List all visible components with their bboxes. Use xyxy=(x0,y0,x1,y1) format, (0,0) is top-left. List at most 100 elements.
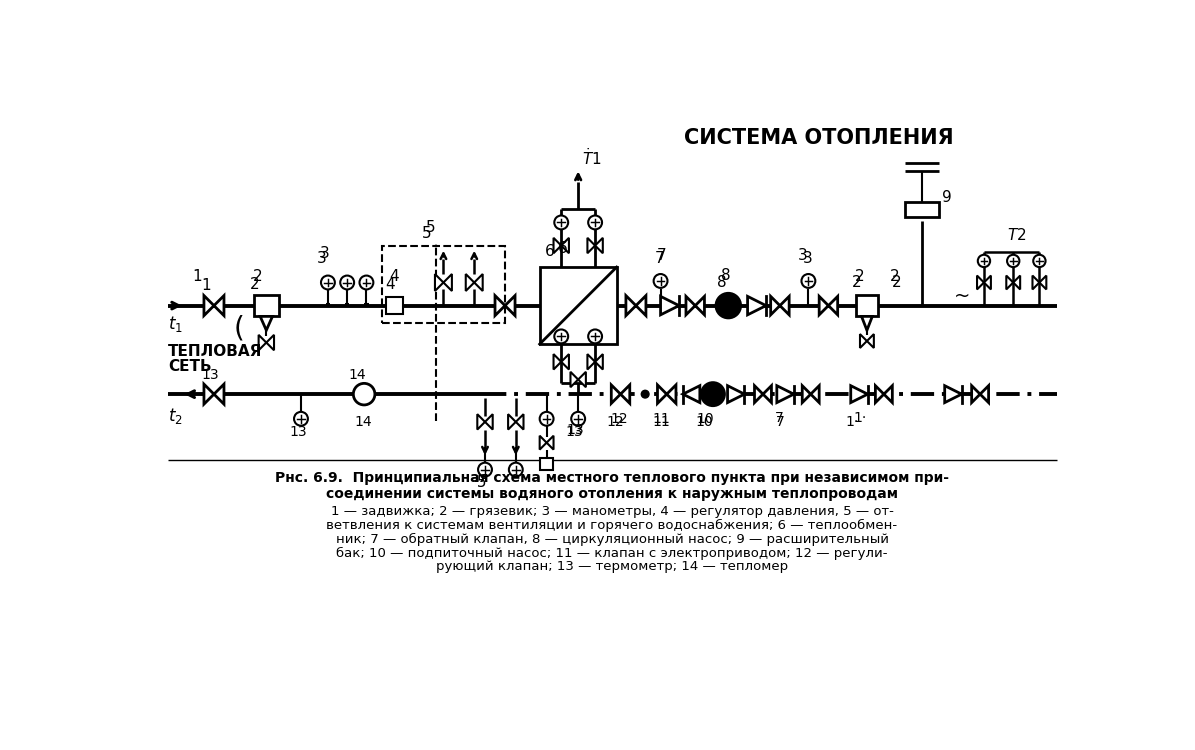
Polygon shape xyxy=(820,296,828,315)
Circle shape xyxy=(642,390,649,398)
Text: 5: 5 xyxy=(425,220,435,235)
Text: Рнс. 6.9.  Принципиальная схема местного теплового пункта при независимом при-: Рнс. 6.9. Принципиальная схема местного … xyxy=(275,471,949,485)
Text: рующий клапан; 13 — термометр; 14 — тепломер: рующий клапан; 13 — термометр; 14 — тепл… xyxy=(436,560,789,574)
Polygon shape xyxy=(261,316,272,330)
Circle shape xyxy=(802,274,815,288)
Text: 14: 14 xyxy=(354,415,372,429)
Polygon shape xyxy=(474,274,483,291)
Text: 11: 11 xyxy=(652,416,670,430)
Text: 3: 3 xyxy=(797,248,808,263)
Polygon shape xyxy=(505,296,515,316)
Text: 13: 13 xyxy=(289,424,307,439)
Text: 2: 2 xyxy=(891,275,901,290)
Polygon shape xyxy=(884,386,893,403)
Circle shape xyxy=(478,463,492,476)
Text: 1 — задвижка; 2 — грязевик; 3 — манометры, 4 — регулятор давления, 5 — от-: 1 — задвижка; 2 — грязевик; 3 — манометр… xyxy=(331,505,894,518)
Polygon shape xyxy=(945,386,962,403)
Polygon shape xyxy=(612,385,620,404)
Polygon shape xyxy=(780,296,789,315)
Text: 7: 7 xyxy=(655,251,664,266)
Text: $t_2$: $t_2$ xyxy=(167,406,183,426)
Polygon shape xyxy=(595,354,602,370)
Circle shape xyxy=(321,275,335,290)
Text: 13: 13 xyxy=(202,368,219,382)
Circle shape xyxy=(1034,255,1046,267)
Polygon shape xyxy=(570,372,578,387)
Polygon shape xyxy=(876,386,884,403)
Polygon shape xyxy=(578,372,586,387)
Polygon shape xyxy=(695,296,705,315)
Polygon shape xyxy=(214,384,223,404)
Polygon shape xyxy=(546,436,553,449)
Text: 2: 2 xyxy=(250,277,259,292)
Text: 14: 14 xyxy=(349,368,367,382)
Circle shape xyxy=(360,275,373,290)
Polygon shape xyxy=(477,414,485,430)
Text: ветвления к системам вентиляции и горячего водоснабжения; 6 — теплообмен-: ветвления к системам вентиляции и горяче… xyxy=(326,519,897,532)
Circle shape xyxy=(294,412,308,426)
Polygon shape xyxy=(540,436,546,449)
Text: 2: 2 xyxy=(856,269,865,284)
Polygon shape xyxy=(771,296,780,315)
Polygon shape xyxy=(856,295,877,316)
Text: 1: 1 xyxy=(192,269,202,284)
Polygon shape xyxy=(802,386,810,403)
Text: 12: 12 xyxy=(611,413,629,427)
Text: СЕТЬ: СЕТЬ xyxy=(167,359,212,374)
Circle shape xyxy=(354,383,375,405)
Polygon shape xyxy=(443,274,452,291)
Text: 13: 13 xyxy=(566,422,584,436)
Polygon shape xyxy=(553,354,562,370)
Text: СИСТЕМА ОТОПЛЕНИЯ: СИСТЕМА ОТОПЛЕНИЯ xyxy=(684,128,954,148)
Text: 4: 4 xyxy=(385,277,394,292)
Bar xyxy=(540,267,617,344)
Text: 8: 8 xyxy=(717,275,727,290)
Text: $\dot{T}1$: $\dot{T}1$ xyxy=(582,147,601,168)
Text: бак; 10 — подпиточный насос; 11 — клапан с электроприводом; 12 — регули-: бак; 10 — подпиточный насос; 11 — клапан… xyxy=(336,547,888,560)
Text: 13: 13 xyxy=(566,425,583,439)
Polygon shape xyxy=(667,385,676,404)
Text: соединении системы водяного отопления к наружным теплопроводам: соединении системы водяного отопления к … xyxy=(326,487,899,500)
Circle shape xyxy=(716,293,741,318)
Text: 7: 7 xyxy=(776,416,785,430)
Polygon shape xyxy=(851,386,868,403)
Polygon shape xyxy=(980,386,988,403)
Polygon shape xyxy=(508,414,516,430)
Polygon shape xyxy=(562,354,569,370)
Text: 8: 8 xyxy=(721,268,730,283)
Polygon shape xyxy=(661,296,679,315)
Text: 10: 10 xyxy=(695,416,713,430)
Polygon shape xyxy=(258,334,266,350)
Polygon shape xyxy=(682,386,700,403)
Text: 6: 6 xyxy=(558,241,568,256)
Text: 12: 12 xyxy=(607,416,624,430)
Text: 5: 5 xyxy=(422,226,431,241)
Bar xyxy=(906,202,939,217)
Polygon shape xyxy=(595,238,602,254)
Text: 2: 2 xyxy=(852,275,862,290)
Polygon shape xyxy=(748,296,766,315)
Text: $t_1$: $t_1$ xyxy=(167,314,183,334)
Polygon shape xyxy=(810,386,820,403)
Polygon shape xyxy=(214,296,223,316)
Polygon shape xyxy=(204,384,214,404)
Text: $T2$: $T2$ xyxy=(1007,227,1027,243)
Polygon shape xyxy=(1032,275,1040,290)
Bar xyxy=(540,458,553,470)
Text: 1: 1 xyxy=(202,278,212,293)
Circle shape xyxy=(978,255,991,267)
Circle shape xyxy=(540,412,553,426)
Polygon shape xyxy=(828,296,838,315)
Polygon shape xyxy=(657,385,667,404)
Polygon shape xyxy=(495,296,505,316)
Polygon shape xyxy=(686,296,695,315)
Text: 3: 3 xyxy=(320,246,330,261)
Text: ~: ~ xyxy=(955,286,970,306)
Circle shape xyxy=(1007,255,1019,267)
Circle shape xyxy=(701,382,724,406)
Bar xyxy=(386,297,404,314)
Circle shape xyxy=(554,329,568,344)
Text: 7: 7 xyxy=(774,411,783,425)
Circle shape xyxy=(571,412,586,426)
Polygon shape xyxy=(866,334,874,348)
